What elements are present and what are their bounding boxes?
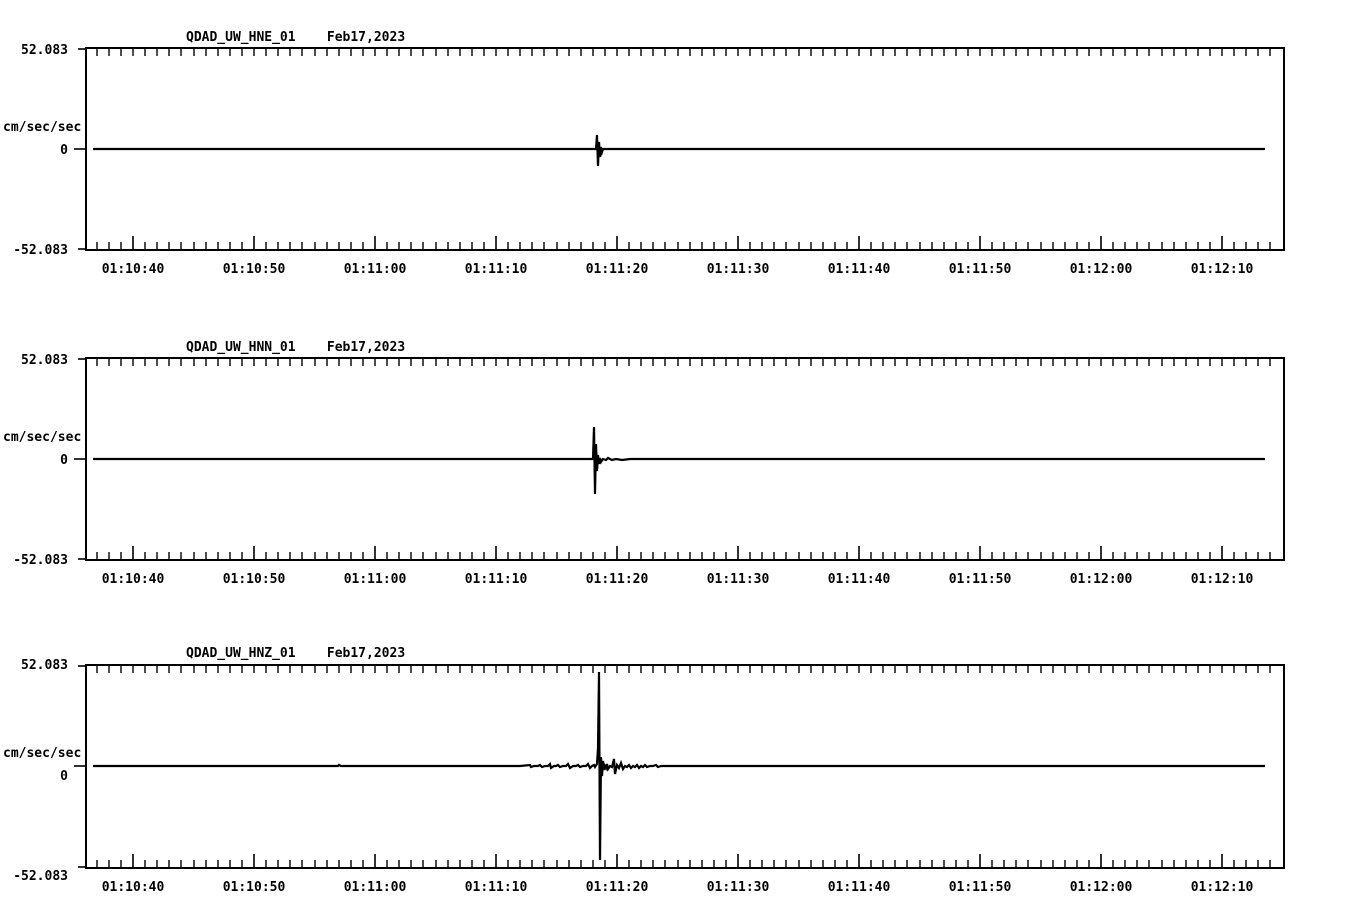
panel-hnn-yzero-label: 0 (60, 453, 68, 468)
panel-hnn-xtick-1: 01:10:50 (222, 572, 286, 587)
panel-hne-xtick-0: 01:10:40 (101, 262, 165, 277)
panel-hnz-xtick-5: 01:11:30 (706, 880, 770, 895)
panel-hnz-xtick-2: 01:11:00 (343, 880, 407, 895)
panel-hne-xtick-3: 01:11:10 (464, 262, 528, 277)
panel-hnn-xtick-8: 01:12:00 (1069, 572, 1133, 587)
waveform-trace-hnn (93, 426, 1265, 495)
panel-hnn-ymin-label: -52.083 (13, 553, 68, 568)
panel-hne-ymin-label: -52.083 (13, 243, 68, 258)
panel-hne-xtick-9: 01:12:10 (1190, 262, 1254, 277)
panel-hne-xtick-6: 01:11:40 (827, 262, 891, 277)
panel-hnz-xtick-1: 01:10:50 (222, 880, 286, 895)
waveform-trace-hne (93, 134, 1265, 167)
panel-hne: QDAD_UW_HNE_01 Feb17,2023 52.083 cm/sec/… (0, 0, 1358, 300)
panel-hnn-xtick-7: 01:11:50 (948, 572, 1012, 587)
panel-hnz-title: QDAD_UW_HNZ_01 Feb17,2023 (186, 646, 406, 661)
panel-hnz-xtick-3: 01:11:10 (464, 880, 528, 895)
panel-hnn-xtick-4: 01:11:20 (585, 572, 649, 587)
panel-hnz-xtick-4: 01:11:20 (585, 880, 649, 895)
panel-hnn-xtick-6: 01:11:40 (827, 572, 891, 587)
panel-hne-xtick-5: 01:11:30 (706, 262, 770, 277)
panel-hnz-xtick-6: 01:11:40 (827, 880, 891, 895)
panel-hnn-xtick-5: 01:11:30 (706, 572, 770, 587)
panel-hnn-ymax-label: 52.083 (21, 353, 68, 368)
panel-hne-xtick-1: 01:10:50 (222, 262, 286, 277)
panel-hne-xtick-4: 01:11:20 (585, 262, 649, 277)
panel-hnz-xtick-8: 01:12:00 (1069, 880, 1133, 895)
panel-hne-unit-label: cm/sec/sec (3, 120, 82, 135)
panel-hnz-unit-label: cm/sec/sec (3, 746, 82, 761)
panel-hne-xtick-8: 01:12:00 (1069, 262, 1133, 277)
panel-hne-yzero-label: 0 (60, 143, 68, 158)
panel-hne-xtick-7: 01:11:50 (948, 262, 1012, 277)
panel-hnz-yzero-label: 0 (60, 769, 68, 784)
panel-hnn-xtick-2: 01:11:00 (343, 572, 407, 587)
panel-hnz-plot (74, 664, 1285, 869)
panel-hnn-plot (74, 357, 1285, 561)
panel-hnz: QDAD_UW_HNZ_01 Feb17,2023 52.083 cm/sec/… (0, 616, 1358, 924)
panel-hne-ymax-label: 52.083 (21, 43, 68, 58)
panel-hne-title: QDAD_UW_HNE_01 Feb17,2023 (186, 30, 406, 45)
waveform-trace-hnz (93, 671, 1265, 861)
panel-hnn-unit-label: cm/sec/sec (3, 430, 82, 445)
panel-hnn-xtick-9: 01:12:10 (1190, 572, 1254, 587)
panel-hnn-xtick-0: 01:10:40 (101, 572, 165, 587)
panel-hnz-xtick-9: 01:12:10 (1190, 880, 1254, 895)
panel-hne-xtick-2: 01:11:00 (343, 262, 407, 277)
panel-hnz-ymax-label: 52.083 (21, 658, 68, 673)
panel-hnz-xtick-0: 01:10:40 (101, 880, 165, 895)
panel-hnz-ymin-label: -52.083 (13, 869, 68, 884)
panel-hne-plot (74, 47, 1285, 251)
panel-hnz-xtick-7: 01:11:50 (948, 880, 1012, 895)
panel-hnn-xtick-3: 01:11:10 (464, 572, 528, 587)
panel-hnn-title: QDAD_UW_HNN_01 Feb17,2023 (186, 340, 406, 355)
panel-hnn: QDAD_UW_HNN_01 Feb17,2023 52.083 cm/sec/… (0, 308, 1358, 608)
